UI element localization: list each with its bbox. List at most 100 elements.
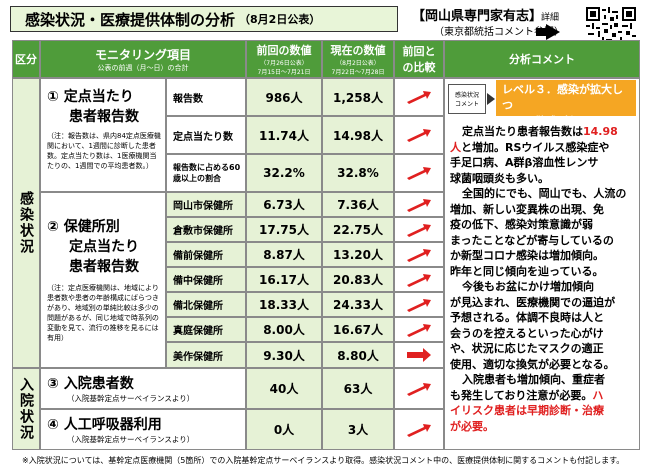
header-analysis-text: 分析コメント (509, 53, 575, 66)
sec1-row2-label: 定点当たり数 (166, 116, 246, 154)
level-pointer-icon (487, 93, 495, 105)
section3-note: （入院基幹定点サーベイランスより） (67, 393, 195, 403)
up-arrow-icon (407, 167, 431, 180)
sec2-row-compare (394, 292, 444, 317)
level-text-line2: つあり警戒が必要 (502, 115, 590, 128)
comment-l11: 今後もお盆にかけ増加傾向 (462, 280, 594, 293)
sec2-row-label: 美作保健所 (166, 342, 246, 368)
sec1-row3-label-text: 報告数に占める60歳以上の割合 (173, 163, 241, 183)
sec1-row1-label-text: 報告数 (173, 93, 203, 105)
sec2-row-prev: 8.87人 (246, 242, 322, 267)
sec2-row-curr: 8.80人 (322, 342, 394, 368)
comment-l18: も発生しており注意が必要。 (450, 388, 593, 402)
sec2-row-compare (394, 242, 444, 267)
section2-title-b: 定点当たり (69, 239, 139, 255)
header-prev-sub1: （7月26日公表） (260, 60, 308, 67)
sec2-row-curr: 22.75人 (322, 217, 394, 242)
sec1-row1-curr: 1,258人 (322, 78, 394, 116)
sec2-row-label: 備北保健所 (166, 292, 246, 317)
comment-l18b: ハ (592, 388, 604, 402)
sec2-row-curr: 7.36人 (322, 192, 394, 217)
analysis-comment: 定点当たり患者報告数は14.98 人と増加。RSウイルス感染症や 手足口病、A群… (450, 124, 638, 434)
sec2-row-prev: 18.33人 (246, 292, 322, 317)
comment-l13: 予想される。体調不良時は人と (450, 311, 604, 324)
comment-l19: イリスク患者は早期診断・治療 (450, 404, 604, 417)
header-monitoring-sub: 公表の前週（月～日）の合計 (97, 63, 189, 72)
sec4-prev: 0人 (246, 409, 322, 450)
sec2-row-curr: 20.83人 (322, 267, 394, 292)
level-tag-line2: コメント (454, 101, 479, 108)
sec2-row-prev-text: 8.87人 (263, 248, 305, 262)
sec1-row3-curr: 32.8% (322, 154, 394, 192)
comment-l20: が必要。 (450, 419, 494, 433)
analysis-panel (444, 78, 640, 450)
header-compare: 前回との比較 (394, 40, 444, 78)
up-arrow-icon (407, 91, 431, 104)
sec1-row2-curr-text: 14.98人 (333, 128, 383, 143)
up-arrow-icon (407, 298, 431, 312)
sec2-row-label: 真庭保健所 (166, 317, 246, 342)
sec4-curr-text: 3人 (347, 423, 369, 437)
header-curr: 現在の数値 （8月2日公表） 7月22日～7月28日 (322, 40, 394, 78)
sec2-row-label-text: 備前保健所 (173, 251, 223, 262)
header-curr-sub2: 7月22日～7月28日 (331, 69, 385, 76)
footer-note: ※入院状況については、基幹定点医療機関（5箇所）での入院基幹定点サーベイランスよ… (22, 456, 625, 465)
sec3-curr-text: 63人 (343, 382, 373, 396)
sec3-prev-text: 40人 (269, 382, 299, 396)
section3-title-text: ③ 入院患者数 (47, 375, 134, 392)
sec2-row-curr-text: 7.36人 (337, 198, 379, 212)
comment-l5: 全国的にでも、岡山でも、人流の (462, 187, 627, 200)
detail-arrow-stem (536, 28, 548, 36)
sec3-compare (394, 368, 444, 409)
section1-title: ① 定点当たり 患者報告数 （注：報告数は、県内84定点医療機関において、1週間… (40, 78, 166, 192)
sec2-row-prev: 6.73人 (246, 192, 322, 217)
section2-title-a: ② 保健所別 (47, 219, 120, 235)
header-kubun: 区分 (12, 40, 40, 78)
sec1-row3-compare (394, 154, 444, 192)
sec2-row-curr: 24.33人 (322, 292, 394, 317)
sec2-row-curr: 16.67人 (322, 317, 394, 342)
sec2-row-prev: 16.17人 (246, 267, 322, 292)
header-curr-text: 現在の数値 (330, 44, 386, 57)
sec1-row3-prev: 32.2% (246, 154, 322, 192)
sec1-row2-prev: 11.74人 (246, 116, 322, 154)
sec2-row-prev-text: 18.33人 (259, 298, 309, 312)
header-compare-text: 前回との比較 (402, 45, 436, 74)
side-infection-text: 感染状況 (18, 191, 34, 255)
section2-note: （注：定点医療機関は、地域により患者数や患者の年齢構成にばらつきがあり、地域別の… (47, 284, 159, 342)
title-date: （8月2日公表） (239, 13, 321, 26)
up-arrow-icon (407, 223, 431, 237)
sec2-row-label-text: 岡山市保健所 (173, 201, 233, 212)
sec2-row-curr-text: 13.20人 (333, 248, 383, 262)
comment-l1a: 定点当たり患者報告数は (462, 125, 583, 138)
sec3-curr: 63人 (322, 368, 394, 409)
comment-l6: 増加、新しい変異株の出現、免 (450, 202, 604, 216)
sec2-row-label: 備前保健所 (166, 242, 246, 267)
sec2-row-compare (394, 342, 444, 368)
sec4-prev-text: 0人 (273, 423, 295, 437)
sec1-row1-prev-text: 986人 (265, 90, 303, 105)
comment-l12: が見込まれ、医療機関での逼迫が (450, 295, 616, 309)
section4-note: （入院基幹定点サーベイランスより） (67, 434, 195, 444)
page-title: 感染状況・医療提供体制の分析 （8月2日公表） (10, 6, 398, 32)
comment-l10: 昨年と同じ傾向を辿っている。 (450, 264, 604, 278)
header-prev-text: 前回の数値 (256, 44, 312, 57)
up-arrow-icon (407, 423, 431, 437)
sec1-row1-curr-text: 1,258人 (333, 90, 383, 105)
sec1-row2-prev-text: 11.74人 (259, 128, 309, 143)
org-subtitle: （東京都統括コメント参照） (434, 27, 564, 38)
sec2-row-prev-text: 16.17人 (259, 273, 309, 287)
sec2-row-compare (394, 317, 444, 342)
up-arrow-icon (407, 129, 431, 142)
detail-arrow-icon (546, 24, 560, 40)
level-text-line1: レベル３．感染が拡大しつ (502, 83, 623, 112)
sec2-row-prev-text: 8.00人 (263, 323, 305, 337)
comment-l15: や、状況に応じたマスクの適正 (450, 342, 604, 355)
header-curr-sub1: （8月2日公表） (336, 60, 380, 67)
sec2-row-label: 倉敷市保健所 (166, 217, 246, 242)
section1-title-b: 患者報告数 (69, 109, 139, 125)
sec2-row-label-text: 美作保健所 (173, 351, 223, 363)
up-arrow-icon (407, 273, 431, 287)
section2-title: ② 保健所別 定点当たり 患者報告数 （注：定点医療機関は、地域により患者数や患… (40, 192, 166, 368)
sec2-row-compare (394, 217, 444, 242)
